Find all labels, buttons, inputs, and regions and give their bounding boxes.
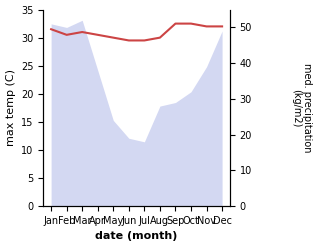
Y-axis label: max temp (C): max temp (C) bbox=[5, 69, 16, 146]
Y-axis label: med. precipitation
(kg/m2): med. precipitation (kg/m2) bbox=[291, 63, 313, 153]
X-axis label: date (month): date (month) bbox=[95, 231, 178, 242]
